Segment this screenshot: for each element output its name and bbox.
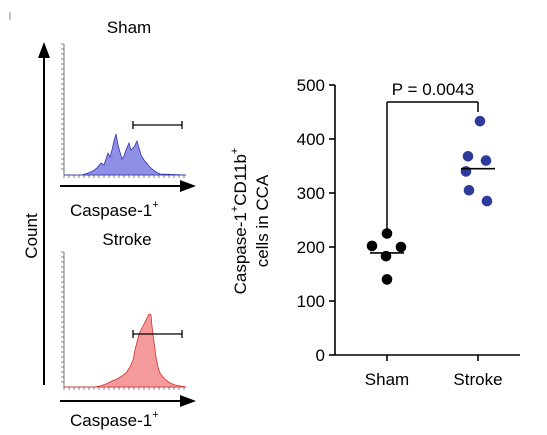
significance-bracket bbox=[386, 101, 479, 232]
sham-histogram-fill bbox=[64, 133, 187, 176]
stroke-histogram-frame bbox=[61, 251, 186, 390]
stroke-gate bbox=[132, 330, 183, 338]
data-point bbox=[381, 274, 393, 285]
mean-lines bbox=[370, 167, 495, 254]
sham-gate bbox=[132, 121, 183, 129]
data-point bbox=[480, 155, 492, 166]
sham-x-axis-label-main: Caspase-1 bbox=[70, 201, 152, 220]
data-point bbox=[462, 150, 474, 162]
sham-x-axis-label: Caspase-1+ bbox=[70, 199, 159, 220]
y-axis-label-line1-a: Caspase-1 bbox=[231, 212, 250, 294]
data-point bbox=[474, 115, 486, 127]
histogram-panel: Count Sham Caspase-1+ Stroke Caspase-1+ bbox=[9, 12, 196, 430]
category-labels: Sham Stroke bbox=[365, 355, 503, 389]
y-tick-label: 500 bbox=[297, 76, 325, 95]
y-tick-label: 400 bbox=[297, 130, 325, 149]
p-value-annotation: P = 0.0043 bbox=[392, 80, 474, 99]
y-axis-label-sup1: + bbox=[229, 206, 241, 212]
data-point bbox=[481, 195, 493, 207]
y-tick-label: 200 bbox=[297, 238, 325, 257]
stroke-x-axis-label: Caspase-1+ bbox=[70, 409, 159, 430]
stroke-x-axis-label-main: Caspase-1 bbox=[70, 411, 152, 430]
stroke-histogram-title: Stroke bbox=[102, 230, 151, 249]
x-tick-label: Sham bbox=[365, 370, 409, 389]
x-tick-label: Stroke bbox=[453, 370, 502, 389]
y-axis-label-line2: cells in CCA bbox=[253, 174, 272, 267]
y-axis-label-line1-b: CD11b bbox=[231, 154, 250, 206]
data-points bbox=[366, 115, 493, 285]
y-tick-label: 300 bbox=[297, 184, 325, 203]
y-tick-label: 100 bbox=[297, 292, 325, 311]
y-axis-label-line1: Caspase-1+CD11b+ bbox=[229, 148, 250, 295]
data-point bbox=[366, 240, 378, 252]
sham-x-axis-label-sup: + bbox=[152, 199, 158, 211]
stroke-histogram-fill bbox=[64, 313, 187, 388]
stroke-x-axis-label-sup: + bbox=[152, 409, 158, 421]
y-ticks: 0 100 200 300 400 500 bbox=[297, 76, 335, 365]
data-point bbox=[463, 185, 475, 196]
sham-histogram-title: Sham bbox=[107, 18, 151, 37]
sham-x-axis-arrowhead bbox=[180, 180, 196, 192]
data-point bbox=[381, 228, 393, 239]
stroke-x-axis-arrowhead bbox=[180, 395, 196, 407]
data-point bbox=[460, 166, 472, 177]
count-axis-arrowhead bbox=[38, 42, 50, 58]
y-tick-label: 0 bbox=[316, 346, 325, 365]
y-axis-label-sup2: + bbox=[229, 148, 241, 154]
count-axis-label: Count bbox=[22, 213, 41, 259]
data-point bbox=[395, 241, 407, 253]
